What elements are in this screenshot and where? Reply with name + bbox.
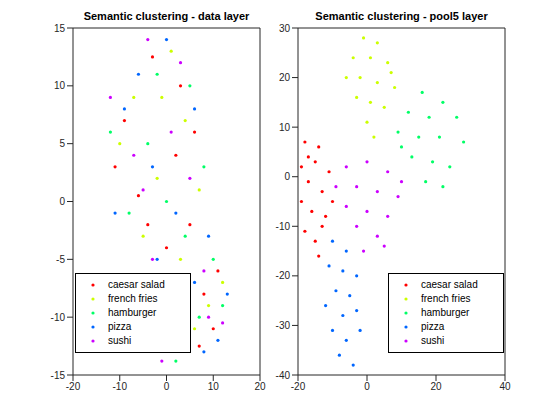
svg-text:0: 0 xyxy=(164,381,170,392)
html-text:hamburger: hamburger xyxy=(108,307,157,318)
svg-text:-30: -30 xyxy=(276,320,291,331)
svg-text:20: 20 xyxy=(279,72,291,83)
svg-text:10: 10 xyxy=(208,381,220,392)
html-text:Semantic clustering - pool5 la: Semantic clustering - pool5 layer xyxy=(315,10,488,22)
svg-text:0: 0 xyxy=(284,171,290,182)
html-text:pizza: pizza xyxy=(108,321,132,332)
svg-text:30: 30 xyxy=(279,23,291,34)
html-text:french fries: french fries xyxy=(108,293,158,304)
svg-text:5: 5 xyxy=(59,138,65,149)
svg-text:-40: -40 xyxy=(276,370,291,381)
html-text:pizza: pizza xyxy=(421,321,445,332)
svg-text:20: 20 xyxy=(254,381,266,392)
svg-text:-20: -20 xyxy=(291,381,306,392)
html-text:sushi: sushi xyxy=(421,335,445,346)
html-text:hamburger: hamburger xyxy=(421,307,470,318)
html-text:caesar salad: caesar salad xyxy=(108,279,165,290)
html-text:caesar salad: caesar salad xyxy=(421,279,478,290)
svg-text:-20: -20 xyxy=(276,270,291,281)
svg-text:-10: -10 xyxy=(51,312,66,323)
html-text:Semantic clustering - data lay: Semantic clustering - data layer xyxy=(83,10,250,22)
svg-text:10: 10 xyxy=(279,122,291,133)
svg-text:10: 10 xyxy=(54,80,66,91)
svg-text:0: 0 xyxy=(364,381,370,392)
svg-text:-10: -10 xyxy=(113,381,128,392)
html-text:french fries: french fries xyxy=(421,293,471,304)
html-text:sushi: sushi xyxy=(108,335,132,346)
svg-text:0: 0 xyxy=(59,196,65,207)
svg-text:15: 15 xyxy=(54,23,66,34)
svg-text:-10: -10 xyxy=(276,221,291,232)
svg-text:-5: -5 xyxy=(56,254,65,265)
svg-text:40: 40 xyxy=(499,381,511,392)
svg-text:20: 20 xyxy=(430,381,442,392)
svg-text:-15: -15 xyxy=(51,370,66,381)
svg-text:-20: -20 xyxy=(66,381,81,392)
